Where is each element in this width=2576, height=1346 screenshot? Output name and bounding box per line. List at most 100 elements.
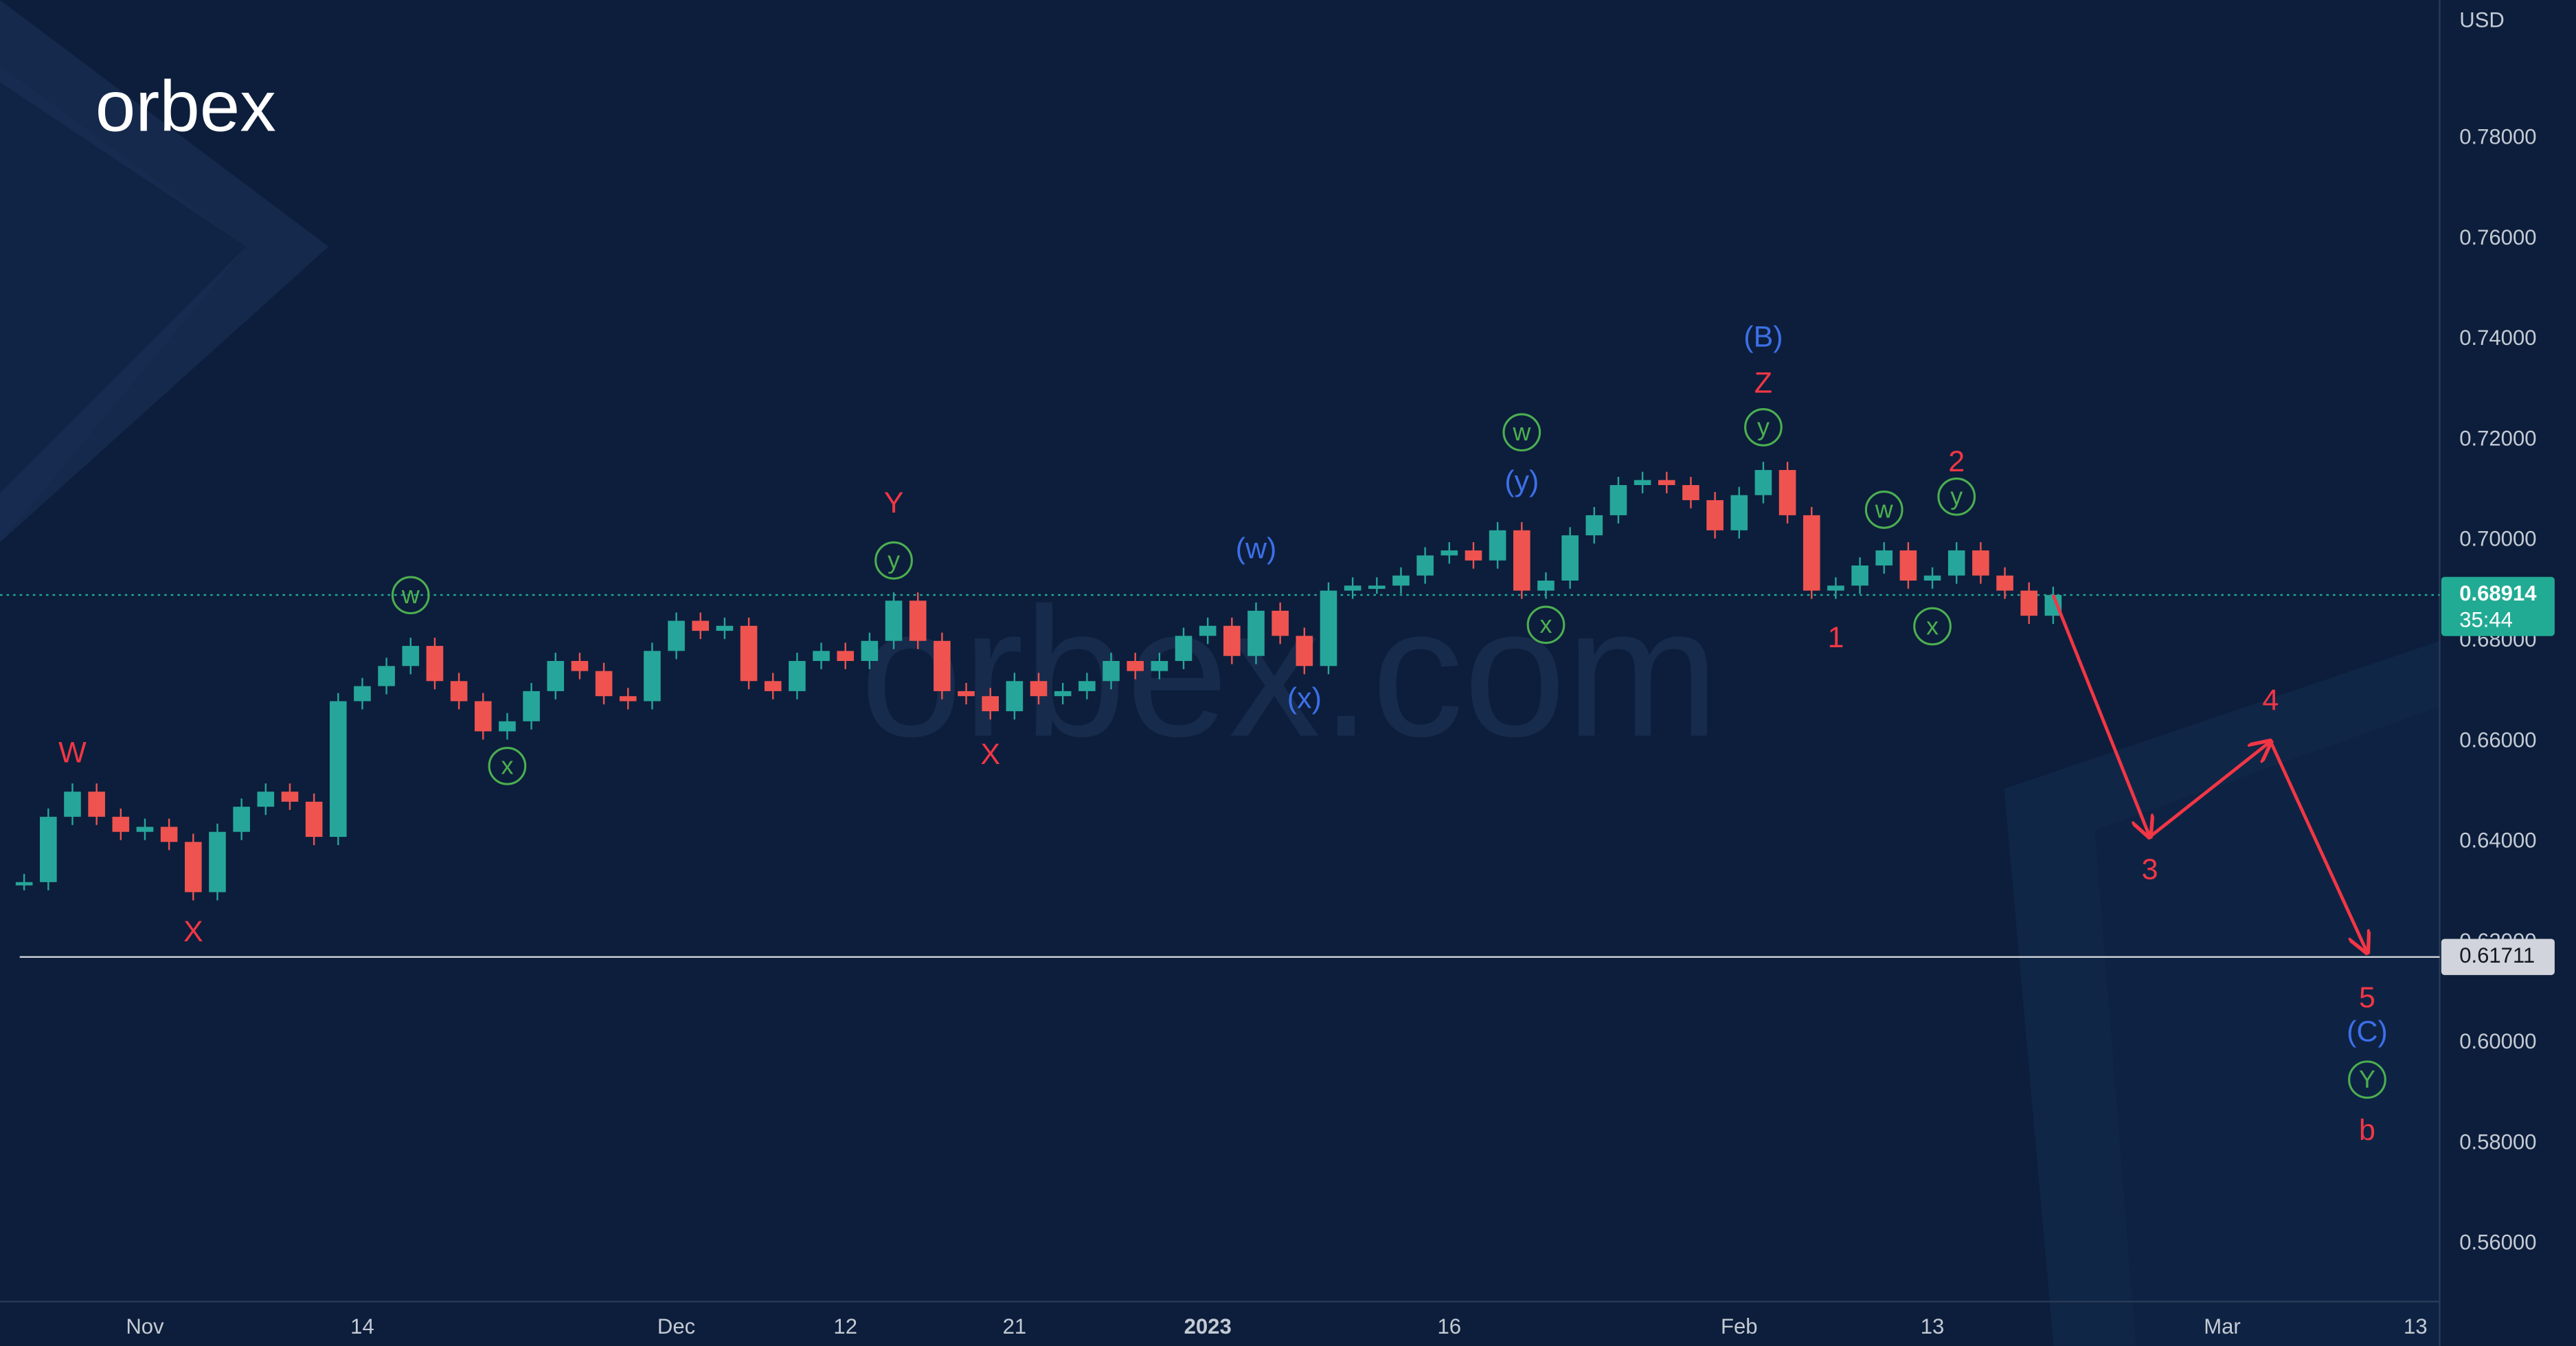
candle xyxy=(1972,550,1989,576)
candle xyxy=(15,882,33,886)
y-tick-label: 0.78000 xyxy=(2459,125,2536,149)
x-tick-label: 13 xyxy=(1921,1314,1945,1338)
candle xyxy=(1947,550,1965,576)
candle xyxy=(1296,636,1313,666)
candle xyxy=(1996,575,2013,591)
x-tick-label: Dec xyxy=(657,1314,695,1338)
wave-label: y xyxy=(888,547,900,574)
candle xyxy=(257,792,275,807)
candle xyxy=(1585,515,1603,536)
wave-label-circle xyxy=(1526,605,1566,644)
candle xyxy=(1440,550,1458,556)
y-tick-label: 0.76000 xyxy=(2459,225,2536,249)
candle xyxy=(1682,485,1699,500)
decor-shape xyxy=(0,0,329,543)
wave-label: w xyxy=(1875,496,1893,524)
candle xyxy=(184,842,202,893)
wave-label: (y) xyxy=(1504,465,1539,498)
candle xyxy=(982,696,999,712)
x-tick-label: Feb xyxy=(1721,1314,1758,1338)
x-tick-label: 14 xyxy=(350,1314,374,1338)
candle xyxy=(692,620,710,631)
candle xyxy=(474,701,492,732)
candle xyxy=(571,661,589,671)
candle xyxy=(1320,590,1337,666)
wave-label: x xyxy=(1926,612,1939,640)
candle xyxy=(426,646,444,682)
brand-logo: orbex xyxy=(95,67,276,147)
candle xyxy=(1054,691,1072,697)
y-tick-label: 0.74000 xyxy=(2459,326,2536,350)
candle xyxy=(1199,625,1217,636)
forecast-arrow xyxy=(2269,741,2367,952)
x-tick-label: 12 xyxy=(833,1314,857,1338)
candle xyxy=(1344,585,1362,591)
wave-label: 1 xyxy=(1827,621,1844,654)
candle xyxy=(813,651,830,662)
candle xyxy=(934,640,951,691)
candle xyxy=(1778,470,1796,515)
y-tick-label: 0.56000 xyxy=(2459,1231,2536,1255)
wave-label-circle xyxy=(2348,1060,2386,1099)
wave-label: 3 xyxy=(2142,853,2158,886)
wave-label-circle xyxy=(1937,477,1976,516)
wave-label: W xyxy=(58,737,87,770)
candle xyxy=(909,601,927,641)
candle xyxy=(354,686,371,702)
candle xyxy=(1030,681,1048,697)
price-tag-countdown: 35:44 xyxy=(2459,607,2513,631)
candle xyxy=(1923,575,1941,581)
wave-label: w xyxy=(401,581,420,609)
wave-label: x xyxy=(1539,611,1552,638)
wave-label: Z xyxy=(1754,366,1772,399)
candle xyxy=(209,831,226,893)
decor-shape xyxy=(2094,706,2440,1346)
candle xyxy=(1247,610,1265,656)
candle xyxy=(1416,555,1434,576)
candle xyxy=(112,816,130,832)
plot: 0.560000.580000.600000.620000.640000.660… xyxy=(0,125,2555,1338)
candle xyxy=(1006,681,1024,712)
candle xyxy=(1272,610,1289,636)
y-tick-label: 0.72000 xyxy=(2459,426,2536,450)
candle xyxy=(1513,530,1530,591)
candle xyxy=(885,601,903,641)
forecast-arrow xyxy=(2051,594,2150,837)
candle xyxy=(160,827,178,842)
y-tick-label: 0.58000 xyxy=(2459,1130,2536,1154)
y-tick-label: 0.64000 xyxy=(2459,829,2536,853)
level-tag-value: 0.61711 xyxy=(2459,943,2535,967)
candle xyxy=(1223,625,1241,656)
candle xyxy=(1489,530,1506,561)
candle xyxy=(523,691,540,721)
decor-shape xyxy=(0,65,247,543)
candle xyxy=(547,661,565,691)
candle xyxy=(378,666,395,686)
candle xyxy=(136,827,154,832)
x-tick-label: 13 xyxy=(2404,1314,2428,1338)
x-tick-label: 2023 xyxy=(1184,1314,1232,1338)
candle xyxy=(764,681,782,691)
wave-label: 2 xyxy=(1948,445,1965,478)
candle xyxy=(1465,550,1482,561)
candle xyxy=(2020,590,2038,616)
forecast-arrow xyxy=(2149,741,2271,838)
candle xyxy=(40,816,57,882)
candle xyxy=(1368,585,1386,590)
candle xyxy=(1851,565,1868,586)
wave-label: (B) xyxy=(1743,321,1783,354)
candle xyxy=(1537,580,1555,591)
wave-label-circle xyxy=(874,541,913,580)
wave-label: Y xyxy=(2359,1066,2375,1093)
wave-label: (x) xyxy=(1287,682,1322,715)
currency-label: USD xyxy=(2459,8,2505,32)
wave-label: 4 xyxy=(2262,684,2279,717)
wave-label: X xyxy=(183,915,203,948)
candle xyxy=(861,640,879,662)
wave-label: (C) xyxy=(2347,1016,2388,1048)
candle xyxy=(1827,585,1844,591)
watermark: orbex.com xyxy=(860,570,1719,775)
candle xyxy=(595,671,613,697)
candle xyxy=(1392,575,1410,586)
